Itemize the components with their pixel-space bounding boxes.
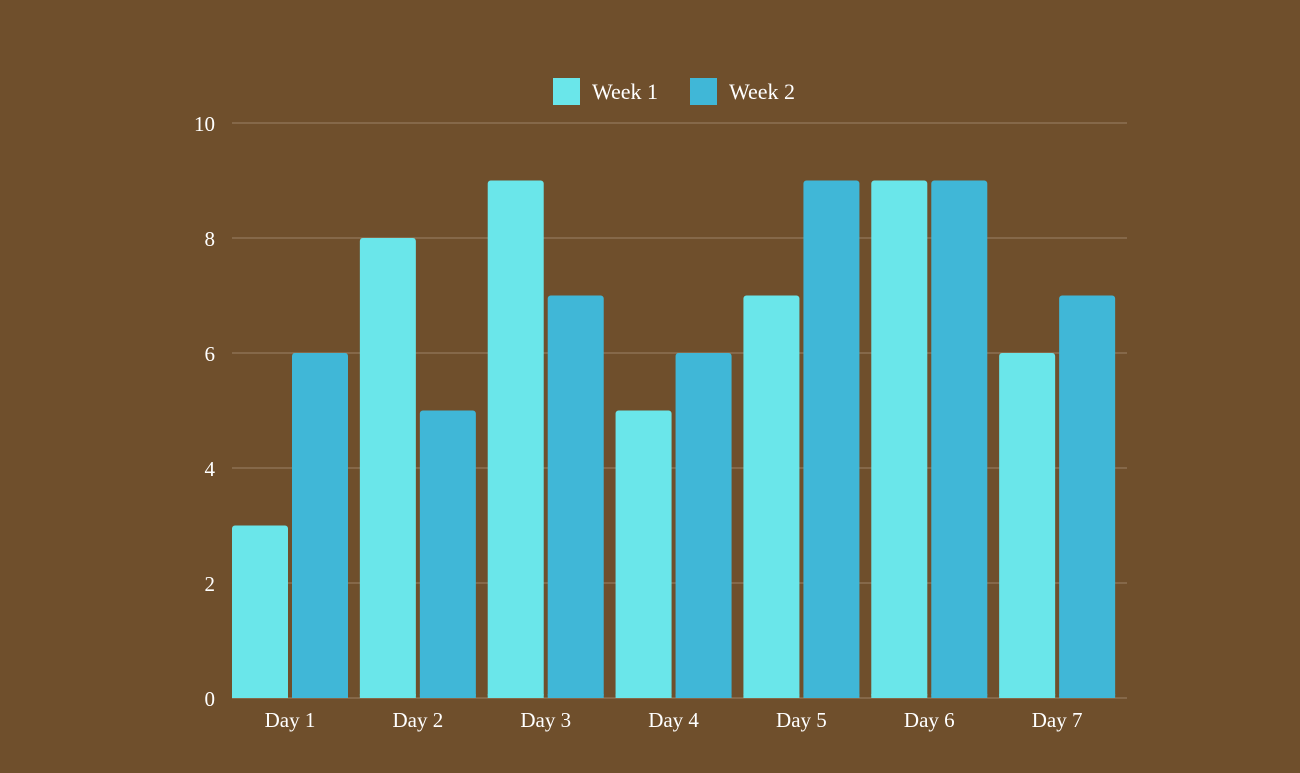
legend[interactable]: Week 1 Week 2 bbox=[553, 78, 795, 105]
bar-week-1-day-1[interactable] bbox=[232, 525, 288, 699]
bar-week-1-day-6[interactable] bbox=[871, 180, 928, 699]
legend-swatch-week-2[interactable] bbox=[690, 78, 717, 105]
bar-base bbox=[419, 694, 476, 698]
legend-label-week-1[interactable]: Week 1 bbox=[592, 79, 658, 104]
bar-week-1-day-5[interactable] bbox=[743, 295, 800, 699]
bar-week-1-day-7[interactable] bbox=[999, 353, 1056, 698]
y-tick-label: 6 bbox=[205, 342, 216, 366]
bar-base bbox=[232, 694, 288, 698]
y-axis-ticks: 0 2 4 6 8 10 bbox=[194, 112, 216, 711]
bar-week-1-day-4[interactable] bbox=[615, 410, 672, 699]
x-tick-label: Day 6 bbox=[904, 708, 955, 732]
bar-base bbox=[359, 694, 416, 698]
bar-base bbox=[292, 694, 348, 698]
bar-base bbox=[547, 694, 604, 698]
x-tick-label: Day 2 bbox=[392, 708, 443, 732]
x-tick-label: Day 5 bbox=[776, 708, 827, 732]
bar-week-2-day-3[interactable] bbox=[547, 295, 604, 699]
bar-week-1-day-3[interactable] bbox=[487, 180, 544, 699]
x-tick-label: Day 7 bbox=[1032, 708, 1083, 732]
bar-base bbox=[1059, 694, 1116, 698]
x-tick-label: Day 1 bbox=[265, 708, 316, 732]
y-tick-label: 10 bbox=[194, 112, 215, 136]
legend-swatch-week-1[interactable] bbox=[553, 78, 580, 105]
bar-week-1-day-2[interactable] bbox=[359, 238, 416, 698]
y-tick-label: 0 bbox=[205, 687, 216, 711]
x-tick-label: Day 4 bbox=[648, 708, 699, 732]
y-tick-label: 8 bbox=[205, 227, 216, 251]
legend-label-week-2[interactable]: Week 2 bbox=[729, 79, 795, 104]
y-tick-label: 4 bbox=[205, 457, 216, 481]
bars bbox=[232, 180, 1116, 699]
bar-base bbox=[675, 694, 732, 698]
bar-base bbox=[999, 694, 1056, 698]
x-axis-ticks: Day 1 Day 2 Day 3 Day 4 Day 5 Day 6 Day 7 bbox=[265, 708, 1083, 732]
bar-week-2-day-4[interactable] bbox=[675, 353, 732, 698]
bar-base bbox=[931, 694, 988, 698]
x-tick-label: Day 3 bbox=[520, 708, 571, 732]
bar-week-2-day-6[interactable] bbox=[931, 180, 988, 699]
bar-base bbox=[803, 694, 860, 698]
bar-base bbox=[871, 694, 928, 698]
bar-week-2-day-7[interactable] bbox=[1059, 295, 1116, 699]
bar-base bbox=[615, 694, 672, 698]
bar-base bbox=[487, 694, 544, 698]
bar-base bbox=[743, 694, 800, 698]
bar-week-2-day-5[interactable] bbox=[803, 180, 860, 699]
bar-week-2-day-1[interactable] bbox=[292, 353, 348, 698]
y-tick-label: 2 bbox=[205, 572, 216, 596]
bar-week-2-day-2[interactable] bbox=[419, 410, 476, 699]
